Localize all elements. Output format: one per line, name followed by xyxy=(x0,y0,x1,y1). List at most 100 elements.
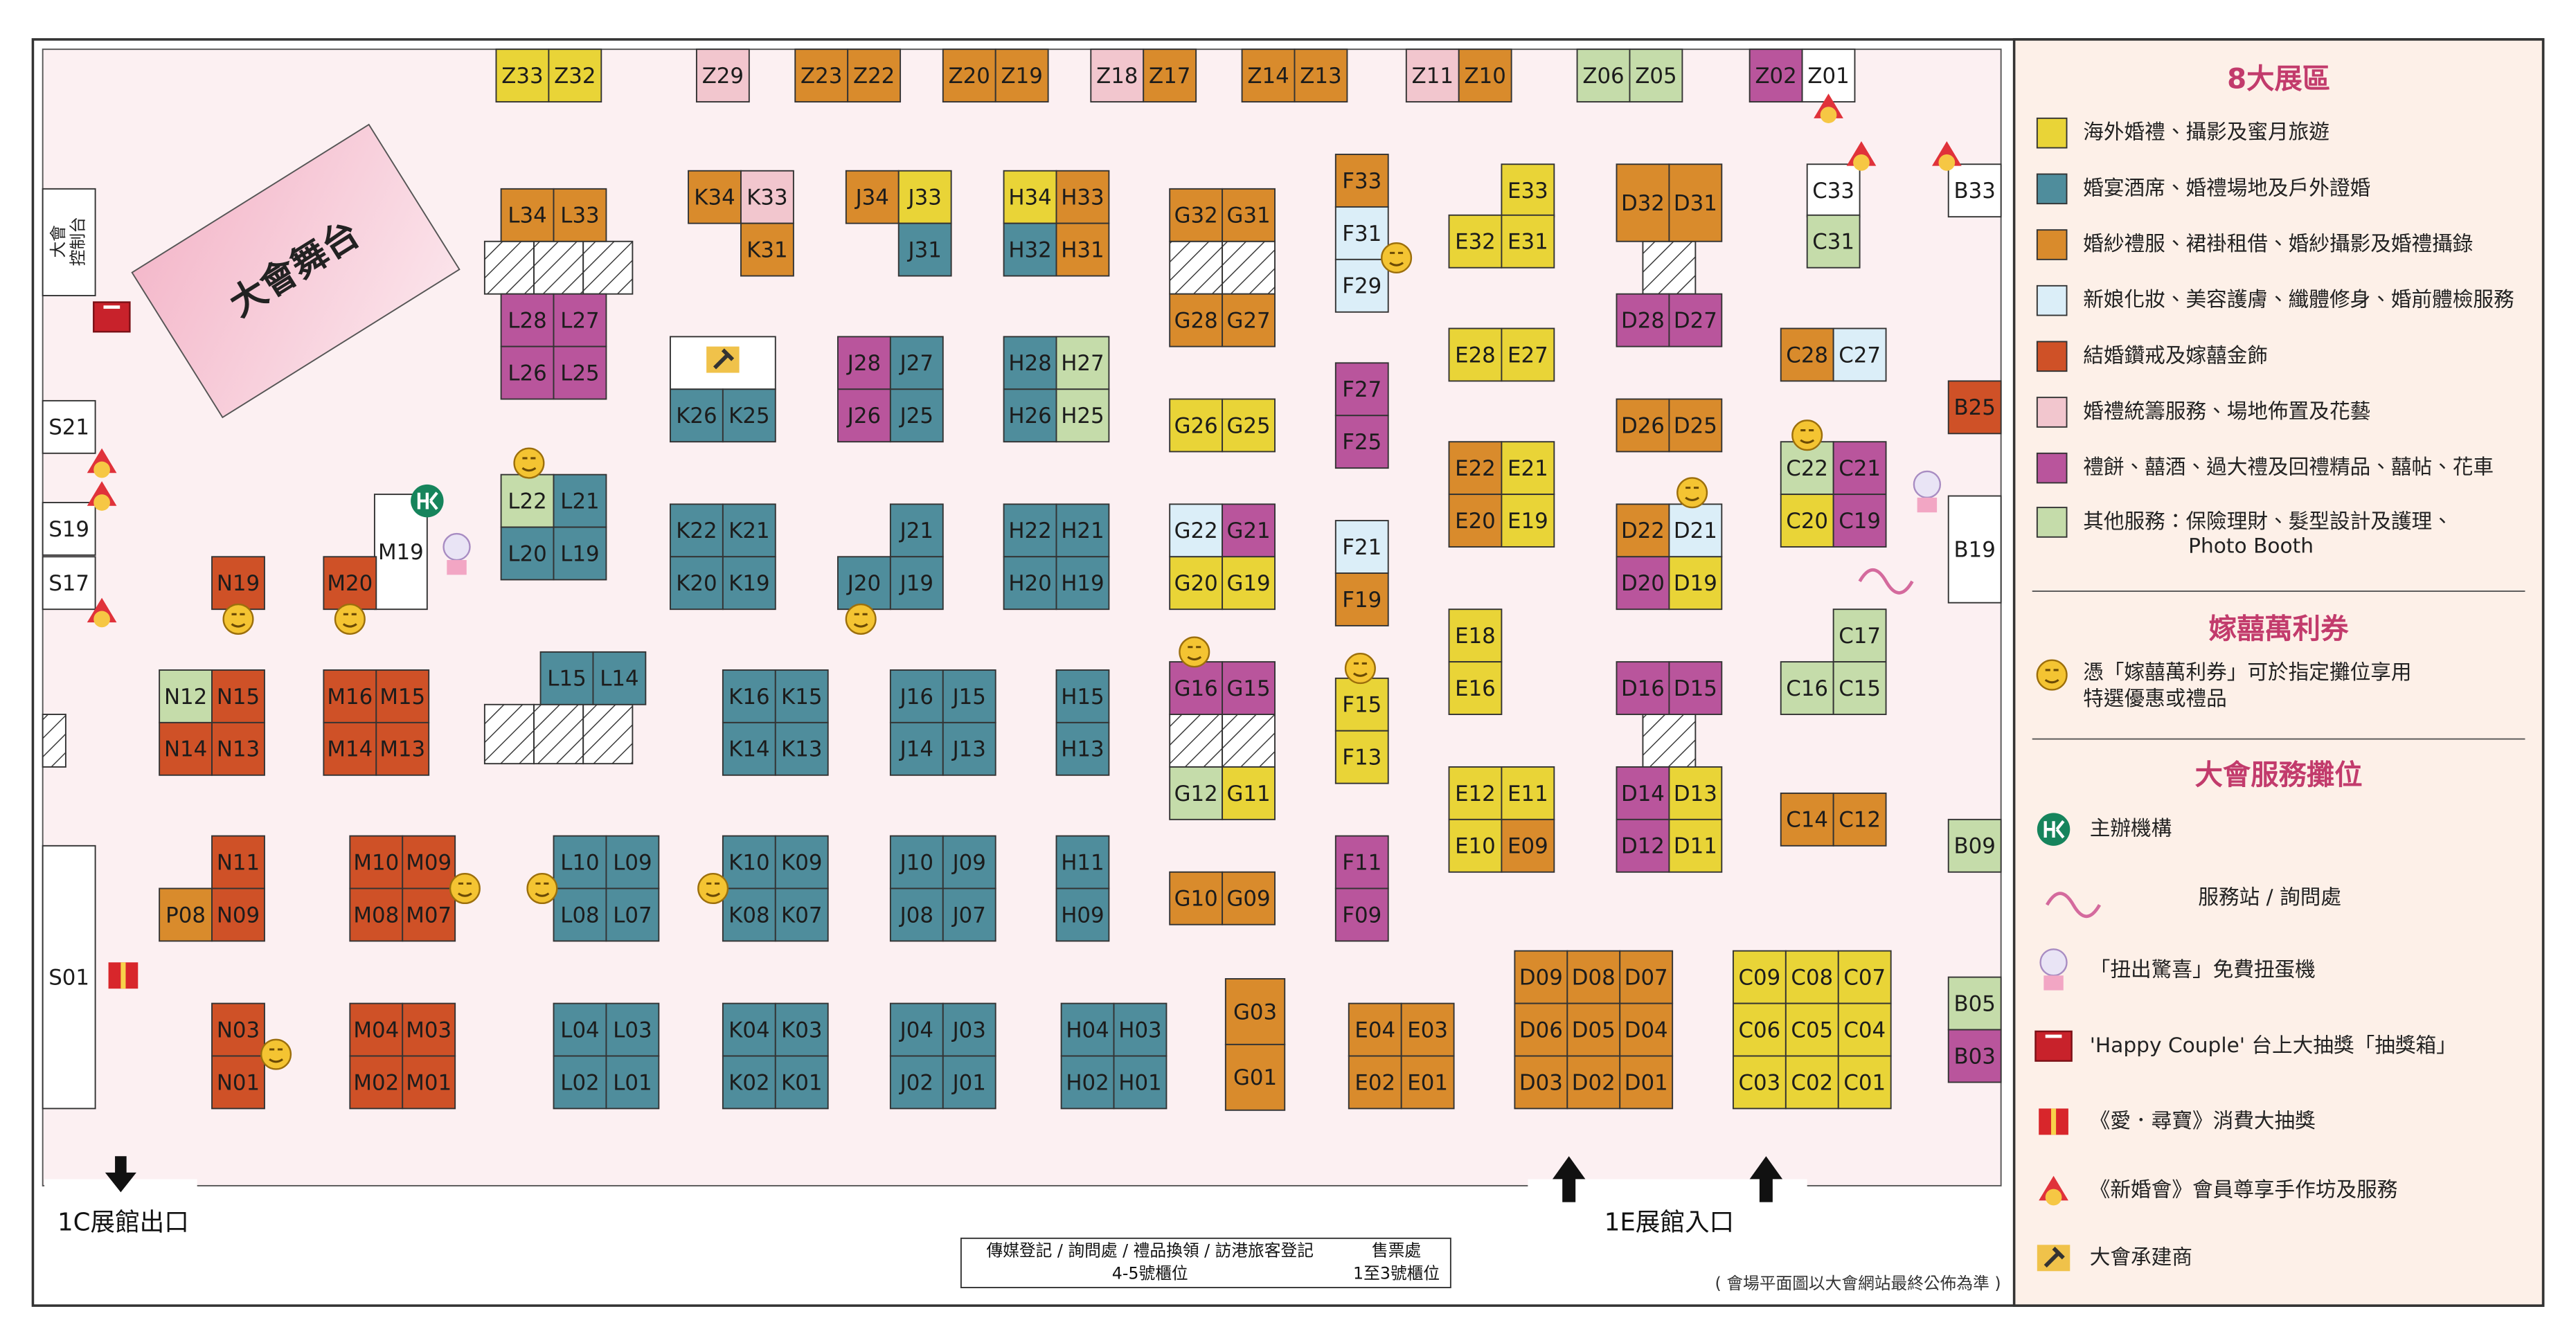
booth-label: C05 xyxy=(1791,1018,1833,1042)
booth xyxy=(889,336,944,390)
booth xyxy=(1143,48,1197,103)
booth-label: L21 xyxy=(560,489,599,514)
booth xyxy=(1055,835,1110,890)
booth xyxy=(323,721,377,776)
organizer-icon-mark xyxy=(417,491,438,510)
booth-label: Z17 xyxy=(1149,64,1190,89)
booth xyxy=(670,388,724,443)
booth xyxy=(889,887,944,942)
booth-label: D21 xyxy=(1674,518,1717,543)
legend: 8大展區海外婚禮、攝影及蜜月旅遊婚宴酒席、婚禮場地及戶外證婚婚紗禮服、裙褂租借、… xyxy=(2032,62,2525,1272)
booth-label: J10 xyxy=(899,850,933,875)
booth xyxy=(837,556,891,611)
booth-label: K20 xyxy=(676,571,717,596)
booth-label: L03 xyxy=(613,1018,652,1042)
member-icon-face xyxy=(93,494,110,511)
booth xyxy=(1832,441,1887,496)
booth-label: L01 xyxy=(613,1070,652,1095)
booth xyxy=(1334,835,1389,890)
booth-label: E03 xyxy=(1407,1018,1448,1042)
booth xyxy=(1780,792,1834,847)
booth xyxy=(1501,214,1555,269)
booth xyxy=(1169,293,1224,347)
weddingclub-icon xyxy=(2046,892,2102,919)
disclaimer: ( 會場平面圖以大會網站最終公佈為準 ) xyxy=(1715,1274,2001,1293)
booth-label: G32 xyxy=(1174,204,1218,228)
booth-label: K09 xyxy=(781,850,822,875)
booth-label: L14 xyxy=(600,667,638,692)
booth xyxy=(1222,398,1276,453)
gacha-icon xyxy=(2039,948,2068,977)
booth-label: M09 xyxy=(406,850,451,875)
booth xyxy=(1947,818,2002,873)
booth-label: K03 xyxy=(781,1018,822,1042)
booth xyxy=(889,1055,944,1110)
booth xyxy=(1060,1002,1115,1057)
booth xyxy=(592,651,647,705)
booth xyxy=(1241,48,1296,103)
booth-label: D32 xyxy=(1621,191,1665,216)
booth-label: D27 xyxy=(1674,309,1717,334)
booth-label: L15 xyxy=(547,667,586,692)
booth xyxy=(1947,163,2002,218)
booth xyxy=(1947,380,2002,435)
booth xyxy=(495,48,550,103)
booth xyxy=(1501,441,1555,496)
booth-label: B03 xyxy=(1953,1044,1995,1069)
booth-label: G03 xyxy=(1233,1000,1277,1024)
booth-label: H19 xyxy=(1061,571,1104,596)
booth xyxy=(1055,222,1110,277)
booth-label: M13 xyxy=(379,737,425,762)
booth-label: J02 xyxy=(899,1070,933,1095)
booth-label: J07 xyxy=(951,903,986,928)
counter-label: 4-5號櫃位 xyxy=(1112,1264,1188,1283)
hatched-area xyxy=(42,714,66,768)
booth-label: J19 xyxy=(899,571,933,596)
booth-label: H26 xyxy=(1008,404,1051,428)
gacha-base xyxy=(2043,975,2064,991)
coupon-icon xyxy=(2036,659,2068,691)
booth-label: J01 xyxy=(951,1070,986,1095)
booth-label: K14 xyxy=(728,737,769,762)
booth-label: Z13 xyxy=(1300,64,1341,89)
booth xyxy=(774,1002,829,1057)
booth xyxy=(1668,818,1723,873)
booth xyxy=(1448,214,1503,269)
booth-label: M14 xyxy=(327,737,373,762)
booth xyxy=(539,651,594,705)
booth-label: C19 xyxy=(1839,509,1881,534)
booth-label: L04 xyxy=(560,1018,599,1042)
coupon-icon xyxy=(513,447,545,479)
member-icon-face xyxy=(2045,1189,2062,1206)
booth-label: Z20 xyxy=(949,64,990,89)
booth xyxy=(1629,48,1683,103)
booth-label: Z06 xyxy=(1582,64,1624,89)
booth-label: D28 xyxy=(1621,309,1665,334)
booth xyxy=(1832,608,1887,663)
booth xyxy=(211,835,265,890)
booth xyxy=(889,556,944,611)
booth xyxy=(1837,1002,1892,1057)
booth-label: L25 xyxy=(560,361,599,386)
booth-label: L22 xyxy=(508,489,546,514)
booth xyxy=(1616,766,1670,820)
entrance-arrow xyxy=(1749,1156,1783,1202)
booth xyxy=(500,345,555,400)
booth xyxy=(1785,950,1839,1004)
coupon-icon-mark xyxy=(706,882,721,897)
booth-label: N09 xyxy=(217,903,260,928)
booth-label: K22 xyxy=(676,518,717,543)
stage-area xyxy=(131,123,460,419)
booth xyxy=(402,1002,456,1057)
lucky-box-slot xyxy=(103,305,120,309)
booth-label: Z33 xyxy=(501,64,543,89)
booth-label: B25 xyxy=(1953,395,1995,420)
booth-label: C09 xyxy=(1739,965,1781,990)
booth xyxy=(837,336,891,390)
booth xyxy=(605,1002,660,1057)
coupon-icon-mark xyxy=(1187,646,1202,661)
booth-label: L33 xyxy=(560,204,599,228)
booth-label: G16 xyxy=(1174,676,1218,701)
booth-label: F27 xyxy=(1342,377,1381,402)
booth-label: N19 xyxy=(217,571,260,596)
